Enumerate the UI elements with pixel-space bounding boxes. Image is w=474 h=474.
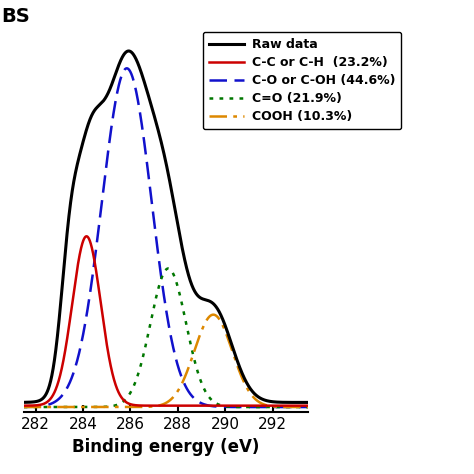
Legend: Raw data, C-C or C-H  (23.2%), C-O or C-OH (44.6%), C=O (21.9%), COOH (10.3%): Raw data, C-C or C-H (23.2%), C-O or C-O… bbox=[203, 32, 401, 129]
Text: BS: BS bbox=[1, 7, 30, 26]
X-axis label: Binding energy (eV): Binding energy (eV) bbox=[72, 438, 260, 456]
